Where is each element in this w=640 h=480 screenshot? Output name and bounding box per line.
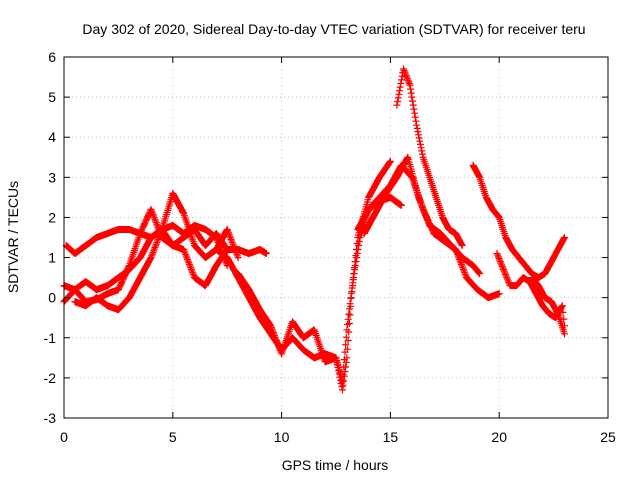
series-track-8 [360, 153, 484, 278]
series-track-4 [71, 222, 231, 314]
x-tick-label: 15 [383, 429, 399, 445]
y-tick-label: -3 [44, 410, 57, 426]
x-tick-label: 10 [274, 429, 290, 445]
data-points [360, 153, 484, 278]
x-axis-label: GPS time / hours [282, 457, 389, 473]
chart-title: Day 302 of 2020, Sidereal Day-to-day VTE… [82, 21, 585, 37]
data-points [234, 157, 394, 394]
data-points [71, 222, 231, 314]
series-track-10 [469, 161, 568, 282]
y-tick-label: 5 [48, 89, 56, 105]
y-axis-label: SDTVAR / TECUs [5, 181, 21, 293]
y-tick-label: -2 [44, 370, 57, 386]
y-tick-label: 0 [48, 290, 56, 306]
data-points [528, 274, 568, 338]
x-tick-label: 0 [60, 429, 68, 445]
y-tick-label: 6 [48, 49, 56, 65]
plot-area [60, 65, 568, 394]
series-track-12 [528, 274, 568, 338]
plot-border [63, 56, 609, 419]
series-track-6 [234, 157, 394, 394]
series-track-9 [393, 65, 466, 249]
x-tick-label: 20 [491, 429, 507, 445]
data-points [469, 161, 568, 282]
y-tick-label: -1 [44, 330, 57, 346]
x-tick-label: 25 [600, 429, 616, 445]
y-tick-label: 4 [48, 129, 56, 145]
x-tick-label: 5 [169, 429, 177, 445]
y-tick-label: 2 [48, 209, 56, 225]
axes-ticks: 0 5 10 15 20 25 -3 -2 -1 0 1 2 3 4 5 6 [44, 49, 616, 445]
grid [64, 57, 608, 418]
y-tick-label: 1 [48, 250, 56, 266]
y-tick-label: 3 [48, 169, 56, 185]
data-points [393, 65, 466, 249]
